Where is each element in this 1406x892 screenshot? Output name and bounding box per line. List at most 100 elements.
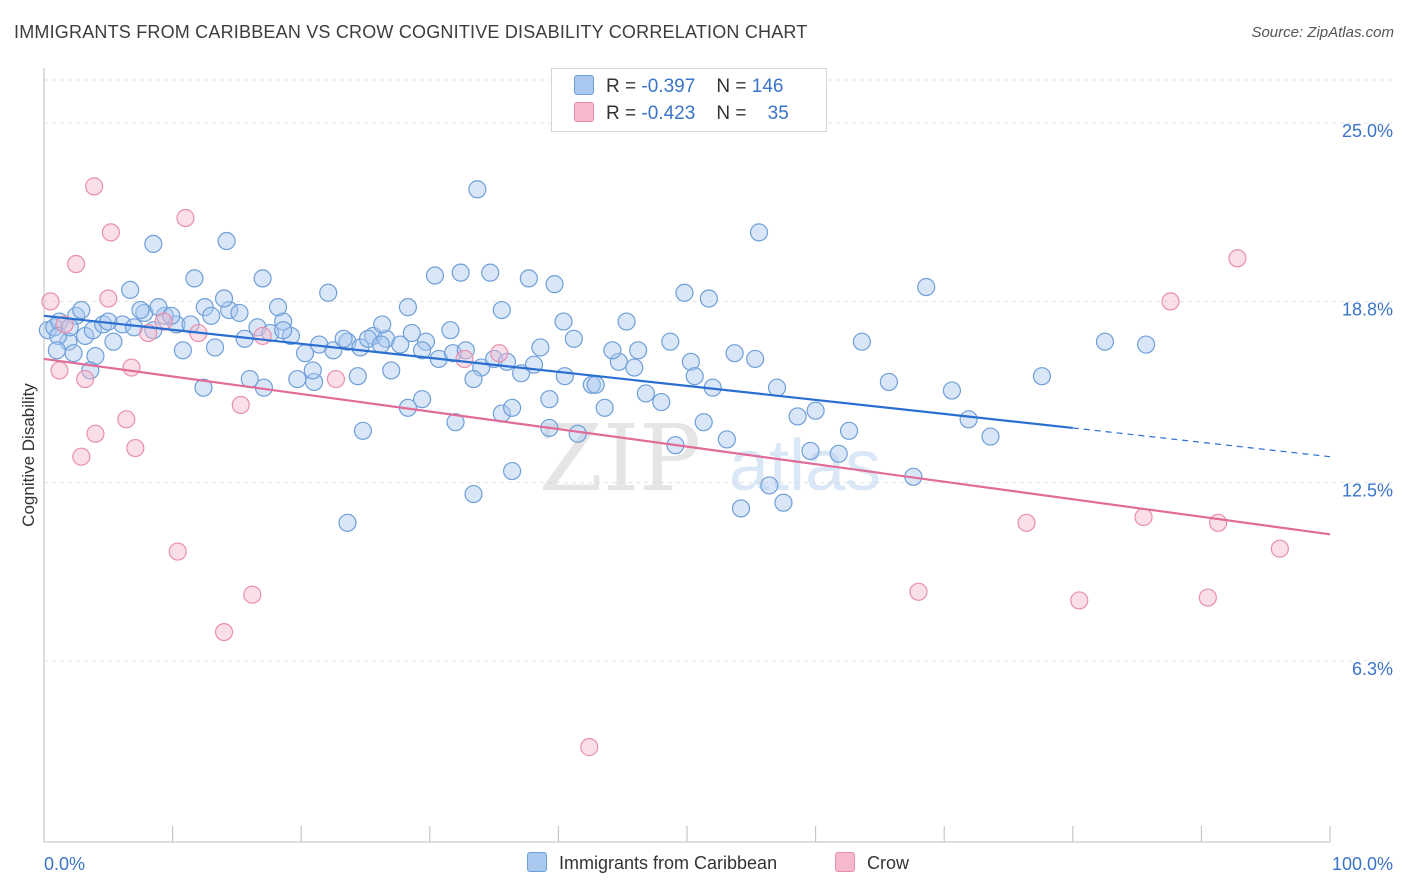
trend-line-caribbean-extension (1072, 427, 1331, 458)
legend-label-caribbean: Immigrants from Caribbean (559, 853, 778, 873)
data-point (67, 254, 86, 274)
data-point (121, 280, 140, 300)
data-point (72, 300, 91, 320)
data-point (917, 277, 936, 297)
data-point (767, 378, 787, 397)
data-point (117, 410, 136, 429)
data-point (629, 341, 648, 360)
data-point (652, 392, 671, 412)
watermark-atlas: atlas (729, 426, 881, 506)
data-point (45, 318, 64, 337)
data-point (661, 332, 680, 351)
data-point (451, 263, 470, 282)
data-point (154, 312, 173, 331)
n-label: N = (716, 103, 747, 124)
data-point (176, 208, 195, 228)
data-point (253, 326, 272, 346)
data-point (694, 413, 713, 432)
data-point (391, 335, 410, 354)
data-point (104, 332, 123, 351)
data-point (416, 332, 436, 351)
data-point (326, 369, 346, 389)
data-point (481, 263, 500, 282)
data-point (288, 369, 307, 389)
data-point (568, 424, 587, 443)
stats-legend: R = -0.397 N = 146 R = -0.423 N = 35 (551, 68, 827, 132)
data-point (531, 338, 550, 357)
r-value-caribbean: -0.397 (641, 76, 696, 97)
data-point (625, 358, 644, 377)
y-axis-label: Cognitive Disability (19, 383, 38, 527)
swatch-caribbean (574, 75, 594, 95)
data-point (540, 390, 559, 409)
legend-item-caribbean[interactable]: Immigrants from Caribbean (527, 852, 777, 874)
data-point (699, 289, 718, 308)
data-point (555, 367, 574, 386)
data-point (603, 341, 622, 360)
data-point (144, 234, 163, 254)
data-point (1228, 249, 1247, 268)
data-point (1209, 513, 1228, 532)
data-point (274, 321, 293, 340)
data-point (468, 180, 487, 199)
trend-lines (43, 314, 1331, 536)
data-point (353, 421, 373, 440)
data-point (64, 344, 83, 363)
data-point (122, 358, 141, 377)
data-point (519, 269, 538, 288)
data-point (586, 375, 605, 394)
data-point (382, 361, 401, 380)
data-point (214, 289, 234, 308)
stats-row-crow: R = -0.423 N = 35 (574, 102, 789, 126)
data-point (412, 341, 432, 360)
data-point (455, 349, 474, 369)
data-point (149, 298, 168, 317)
data-point (681, 352, 700, 371)
data-point (1017, 513, 1036, 532)
legend-item-crow[interactable]: Crow (835, 852, 909, 874)
data-point (231, 395, 250, 415)
data-point (746, 349, 765, 369)
data-point (760, 476, 779, 495)
data-point (1070, 591, 1089, 610)
data-point (441, 321, 460, 340)
data-point (412, 390, 432, 409)
data-point (220, 300, 239, 320)
data-point (126, 438, 145, 458)
data-point (214, 622, 234, 642)
swatch-crow (574, 102, 594, 122)
data-point (243, 585, 262, 604)
data-point (595, 398, 614, 417)
data-point (425, 266, 445, 285)
data-point (839, 421, 859, 440)
series-crow-points (41, 177, 1289, 757)
data-point (1198, 588, 1217, 607)
data-point (580, 738, 599, 757)
data-point (86, 424, 105, 443)
data-point (1095, 332, 1115, 351)
data-point (168, 542, 187, 561)
data-point (319, 283, 338, 302)
y-tick-label: 25.0% (1342, 121, 1393, 141)
trend-line-caribbean (43, 314, 1073, 430)
data-point (1161, 292, 1180, 311)
axes (43, 68, 1331, 843)
data-point (731, 499, 751, 518)
data-point (230, 303, 249, 323)
data-point (675, 283, 694, 302)
data-point (185, 269, 204, 288)
data-point (446, 413, 465, 432)
data-point (959, 410, 978, 429)
r-value-crow: -0.423 (641, 103, 696, 124)
data-point (829, 444, 848, 463)
data-point (617, 312, 636, 331)
data-point (47, 341, 66, 360)
data-point (774, 493, 793, 512)
n-label: N = (716, 76, 747, 97)
data-point (1270, 539, 1289, 558)
data-point (85, 177, 104, 196)
data-point (801, 441, 820, 461)
watermark: ZIP atlas (539, 405, 881, 512)
data-point (139, 323, 158, 343)
legend-label-crow: Crow (867, 853, 910, 873)
